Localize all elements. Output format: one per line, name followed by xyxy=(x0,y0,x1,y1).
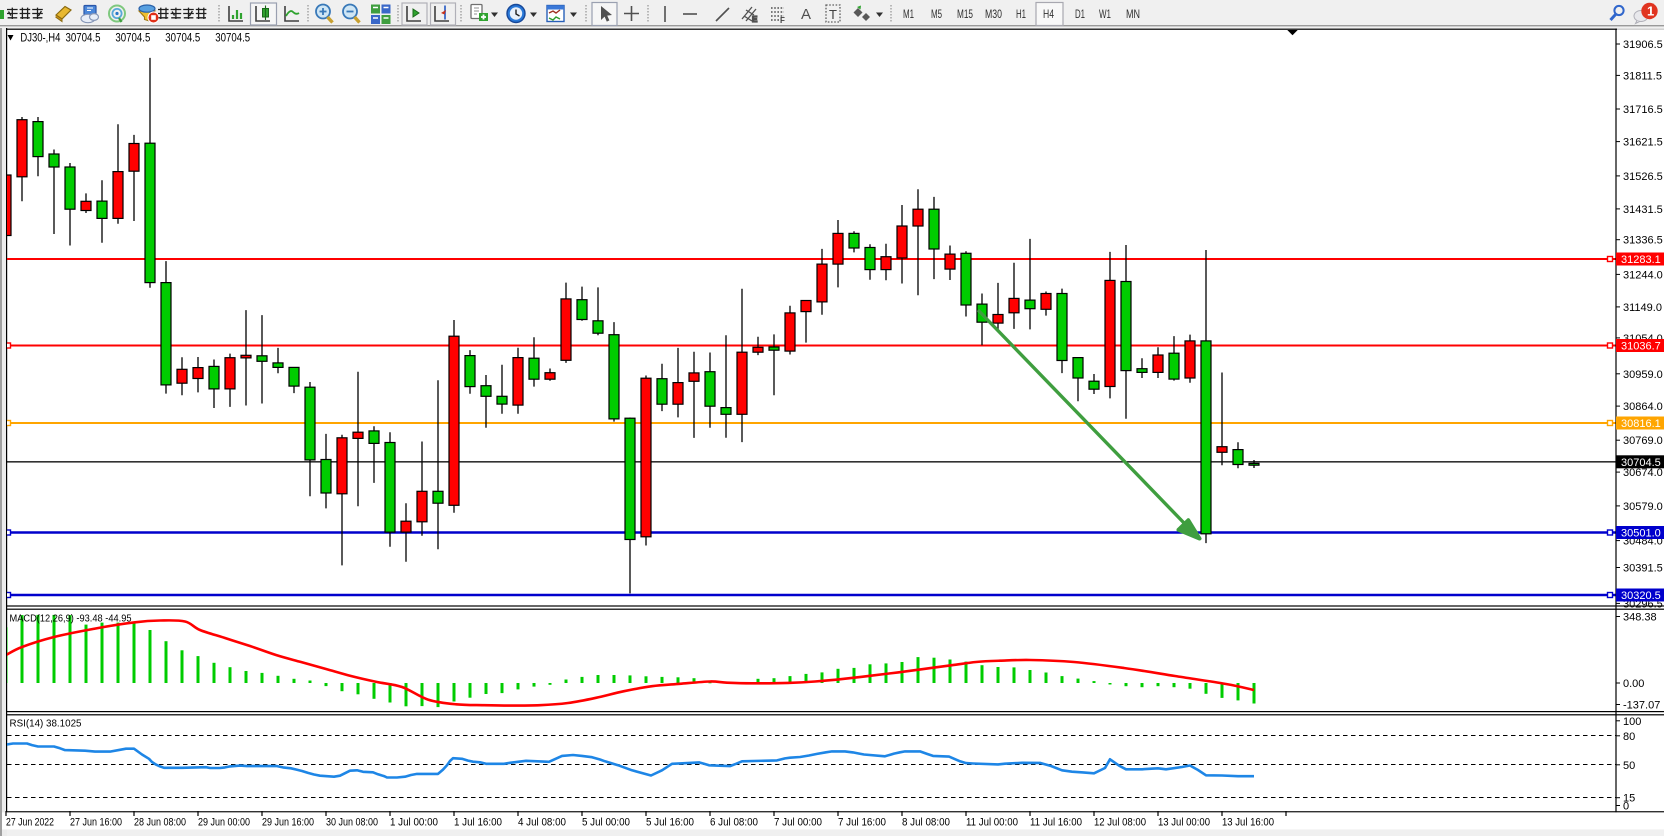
svg-text:12 Jul 08:00: 12 Jul 08:00 xyxy=(1094,817,1146,829)
svg-text:30769.0: 30769.0 xyxy=(1623,435,1663,447)
svg-text:A: A xyxy=(801,6,811,23)
svg-text:30704.5: 30704.5 xyxy=(115,33,150,45)
svg-text:31149.0: 31149.0 xyxy=(1623,302,1662,314)
svg-text:M1: M1 xyxy=(903,7,914,21)
svg-text:80: 80 xyxy=(1623,731,1635,743)
svg-text:E: E xyxy=(752,15,758,24)
svg-text:27 Jun 2022: 27 Jun 2022 xyxy=(6,817,54,829)
svg-text:31283.1: 31283.1 xyxy=(1621,254,1661,266)
svg-text:1 Jul 16:00: 1 Jul 16:00 xyxy=(454,817,502,829)
svg-text:30959.0: 30959.0 xyxy=(1623,369,1663,381)
svg-text:31906.5: 31906.5 xyxy=(1623,39,1663,51)
svg-text:M15: M15 xyxy=(957,7,973,21)
svg-text:30864.0: 30864.0 xyxy=(1623,401,1663,413)
svg-text:6 Jul 08:00: 6 Jul 08:00 xyxy=(710,817,758,829)
svg-text:31336.5: 31336.5 xyxy=(1623,235,1663,247)
svg-text:30320.5: 30320.5 xyxy=(1621,590,1661,602)
svg-text:T: T xyxy=(829,7,837,22)
svg-text:-137.07: -137.07 xyxy=(1623,700,1660,712)
svg-text:31621.5: 31621.5 xyxy=(1623,137,1663,149)
svg-text:31036.7: 31036.7 xyxy=(1621,341,1661,353)
svg-text:31716.5: 31716.5 xyxy=(1623,104,1663,116)
svg-text:0.00: 0.00 xyxy=(1623,678,1644,690)
svg-text:30704.5: 30704.5 xyxy=(165,33,200,45)
svg-text:0: 0 xyxy=(1623,801,1629,813)
svg-text:30816.1: 30816.1 xyxy=(1621,418,1661,430)
svg-text:30 Jun 08:00: 30 Jun 08:00 xyxy=(326,817,378,829)
svg-text:30704.5: 30704.5 xyxy=(1621,457,1661,469)
svg-text:29 Jun 16:00: 29 Jun 16:00 xyxy=(262,817,314,829)
svg-text:M30: M30 xyxy=(985,7,1002,21)
svg-text:11 Jul 00:00: 11 Jul 00:00 xyxy=(966,817,1018,829)
svg-text:7 Jul 00:00: 7 Jul 00:00 xyxy=(774,817,822,829)
svg-text:50: 50 xyxy=(1623,760,1635,772)
svg-text:MN: MN xyxy=(1126,7,1140,21)
svg-text:100: 100 xyxy=(1623,716,1641,728)
svg-text:DJ30-,H4: DJ30-,H4 xyxy=(20,33,60,45)
svg-text:30704.5: 30704.5 xyxy=(215,33,250,45)
svg-text:30704.5: 30704.5 xyxy=(66,33,101,45)
svg-text:D1: D1 xyxy=(1075,7,1085,21)
svg-text:RSI(14) 38.1025: RSI(14) 38.1025 xyxy=(10,718,82,730)
svg-text:8 Jul 08:00: 8 Jul 08:00 xyxy=(902,817,950,829)
svg-text:H1: H1 xyxy=(1016,7,1026,21)
svg-text:13 Jul 00:00: 13 Jul 00:00 xyxy=(1158,817,1210,829)
svg-text:H4: H4 xyxy=(1043,7,1054,21)
svg-text:W1: W1 xyxy=(1099,7,1111,21)
svg-text:M5: M5 xyxy=(931,7,942,21)
svg-text:30501.0: 30501.0 xyxy=(1621,528,1661,540)
svg-text:27 Jun 16:00: 27 Jun 16:00 xyxy=(70,817,122,829)
svg-text:15: 15 xyxy=(1623,793,1635,805)
svg-text:7 Jul 16:00: 7 Jul 16:00 xyxy=(838,817,886,829)
svg-text:31811.5: 31811.5 xyxy=(1623,70,1662,82)
svg-text:30674.0: 30674.0 xyxy=(1623,467,1663,479)
svg-text:30391.5: 30391.5 xyxy=(1623,563,1663,575)
svg-text:MACD(12,26,9) -93.48 -44.95: MACD(12,26,9) -93.48 -44.95 xyxy=(10,613,132,625)
svg-text:4 Jul 08:00: 4 Jul 08:00 xyxy=(518,817,566,829)
svg-text:31431.5: 31431.5 xyxy=(1623,204,1663,216)
svg-text:5 Jul 16:00: 5 Jul 16:00 xyxy=(646,817,694,829)
svg-text:29 Jun 00:00: 29 Jun 00:00 xyxy=(198,817,250,829)
svg-text:31526.5: 31526.5 xyxy=(1623,171,1663,183)
svg-text:28 Jun 08:00: 28 Jun 08:00 xyxy=(134,817,186,829)
svg-text:13 Jul 16:00: 13 Jul 16:00 xyxy=(1222,817,1274,829)
svg-text:30579.0: 30579.0 xyxy=(1623,501,1663,513)
svg-text:1 Jul 00:00: 1 Jul 00:00 xyxy=(390,817,438,829)
svg-text:11 Jul 16:00: 11 Jul 16:00 xyxy=(1030,817,1082,829)
svg-text:1: 1 xyxy=(1647,4,1654,19)
svg-text:5 Jul 00:00: 5 Jul 00:00 xyxy=(582,817,630,829)
svg-text:348.38: 348.38 xyxy=(1623,612,1657,624)
svg-text:F: F xyxy=(780,16,785,25)
svg-text:31244.0: 31244.0 xyxy=(1623,269,1663,281)
